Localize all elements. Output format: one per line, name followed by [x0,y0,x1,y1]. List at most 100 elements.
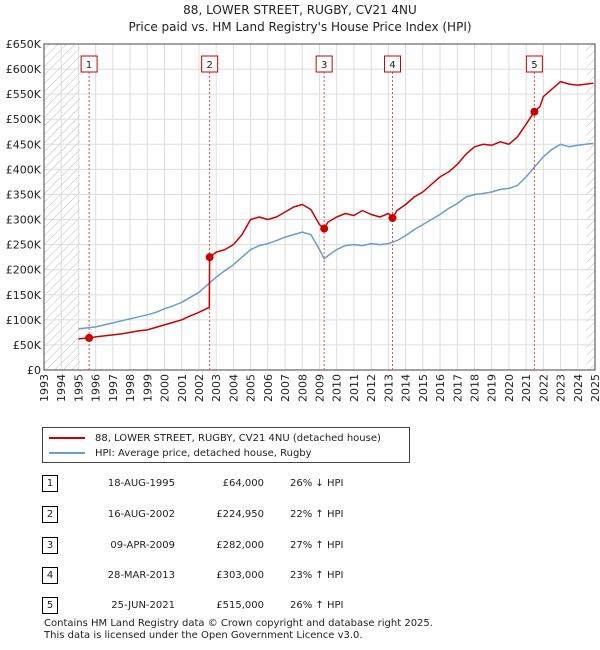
x-tick-label: 2004 [227,374,240,402]
y-tick-label: £250K [6,239,42,252]
sale-price: £515,000 [216,600,264,611]
x-tick-label: 2006 [262,374,275,402]
legend-label-hpi: HPI: Average price, detached house, Rugb… [95,447,312,459]
x-tick-label: 2025 [589,374,600,402]
chart-legend: 88, LOWER STREET, RUGBY, CV21 4NU (detac… [42,427,410,463]
x-tick-label: 2015 [417,374,430,402]
series-line-property [78,80,594,340]
hatched-region [44,44,81,370]
x-tick-label: 2017 [451,374,464,402]
y-tick-label: £600K [6,63,42,76]
y-tick-label: £550K [6,88,42,101]
sale-marker-box [384,55,402,73]
x-tick-label: 2020 [503,374,516,402]
x-tick-label: 1995 [72,374,85,402]
sale-marker-label: 2 [206,60,212,71]
sale-point [205,253,214,262]
x-tick-label: 2007 [279,374,292,402]
sale-marker-box [80,55,98,73]
x-tick-label: 2010 [331,374,344,402]
sale-price: £224,950 [216,509,264,520]
y-tick-label: £300K [6,214,42,227]
x-tick-label: 2013 [382,374,395,402]
sale-price: £282,000 [216,540,264,551]
legend-item-hpi: HPI: Average price, detached house, Rugb… [49,446,312,460]
sale-marker-box [201,55,219,73]
sale-price: £64,000 [222,478,264,489]
sale-date: 25-JUN-2021 [111,600,175,611]
sale-hpi-diff: 23% ↑ HPI [290,570,344,581]
sale-point [388,214,397,223]
sale-point [530,107,539,116]
x-tick-label: 2023 [555,374,568,402]
sale-hpi-diff: 22% ↑ HPI [290,509,344,520]
sale-date: 16-AUG-2002 [107,509,175,520]
x-tick-label: 2008 [296,374,309,402]
y-tick-label: £500K [6,113,42,126]
footer-notice: Contains HM Land Registry data © Crown c… [44,618,433,642]
sale-number-badge: 5 [42,597,58,614]
sale-number-badge: 4 [42,567,58,584]
footer-copyright: Contains HM Land Registry data © Crown c… [44,618,433,629]
x-tick-label: 2019 [486,374,499,402]
x-tick-label: 2011 [348,374,361,402]
sale-date: 09-APR-2009 [110,540,175,551]
sale-marker-label: 5 [531,60,537,71]
x-tick-label: 2022 [537,374,550,402]
sale-price: £303,000 [216,570,264,581]
footer-licence: This data is licensed under the Open Gov… [44,630,363,641]
sale-marker-box [315,55,333,73]
y-tick-label: £200K [6,264,42,277]
x-tick-label: 1994 [55,374,68,402]
x-tick-label: 1999 [141,374,154,402]
x-tick-label: 2024 [572,374,585,402]
y-tick-label: £350K [6,188,42,201]
legend-label-property: 88, LOWER STREET, RUGBY, CV21 4NU (detac… [95,432,381,444]
sale-marker-box [525,55,543,73]
x-tick-label: 1996 [90,374,103,402]
x-tick-label: 2014 [400,374,413,402]
sale-marker-label: 1 [86,60,92,71]
sale-hpi-diff: 26% ↑ HPI [290,600,344,611]
sale-date: 28-MAR-2013 [107,570,175,581]
sale-date: 18-AUG-1995 [107,478,175,489]
sale-point [85,333,94,342]
sale-number-badge: 1 [42,475,58,492]
sale-row: 5 25-JUN-2021 £515,000 26% ↑ HPI [42,597,562,614]
sale-row: 1 18-AUG-1995 £64,000 26% ↓ HPI [42,475,562,492]
x-tick-label: 2002 [193,374,206,402]
sale-hpi-diff: 27% ↑ HPI [290,540,344,551]
sale-row: 4 28-MAR-2013 £303,000 23% ↑ HPI [42,567,562,584]
x-tick-label: 2012 [365,374,378,402]
legend-swatch-property [49,437,85,439]
x-tick-label: 2009 [314,374,327,402]
sale-row: 2 16-AUG-2002 £224,950 22% ↑ HPI [42,506,562,523]
series-line-hpi [78,142,594,330]
sale-hpi-diff: 26% ↓ HPI [290,478,344,489]
sale-number-badge: 2 [42,506,58,523]
sale-point [320,224,329,233]
sale-row: 3 09-APR-2009 £282,000 27% ↑ HPI [42,537,562,554]
x-tick-label: 2000 [159,374,172,402]
x-tick-label: 2003 [210,374,223,402]
price-chart: £0 £50K £100K £150K £200K £250K £300K £350K £400… [6,38,600,402]
y-tick-label: £450K [6,138,42,151]
y-tick-label: £650K [6,38,42,51]
sale-marker-label: 4 [389,60,395,71]
legend-item-property: 88, LOWER STREET, RUGBY, CV21 4NU (detac… [49,431,381,445]
legend-swatch-hpi [49,452,85,454]
sale-marker-label: 3 [321,60,327,71]
y-tick-label: £100K [6,314,42,327]
y-tick-label: £0 [27,364,41,377]
plot-border [43,43,596,371]
x-tick-label: 2005 [245,374,258,402]
y-tick-label: £50K [13,339,42,352]
sale-number-badge: 3 [42,537,58,554]
y-tick-label: £150K [6,289,42,302]
y-tick-label: £400K [6,163,42,176]
x-tick-label: 1993 [38,374,51,402]
x-tick-label: 2021 [520,374,533,402]
x-tick-label: 1997 [107,374,120,402]
chart-title: 88, LOWER STREET, RUGBY, CV21 4NU [183,3,417,17]
hatched-region [586,44,595,370]
